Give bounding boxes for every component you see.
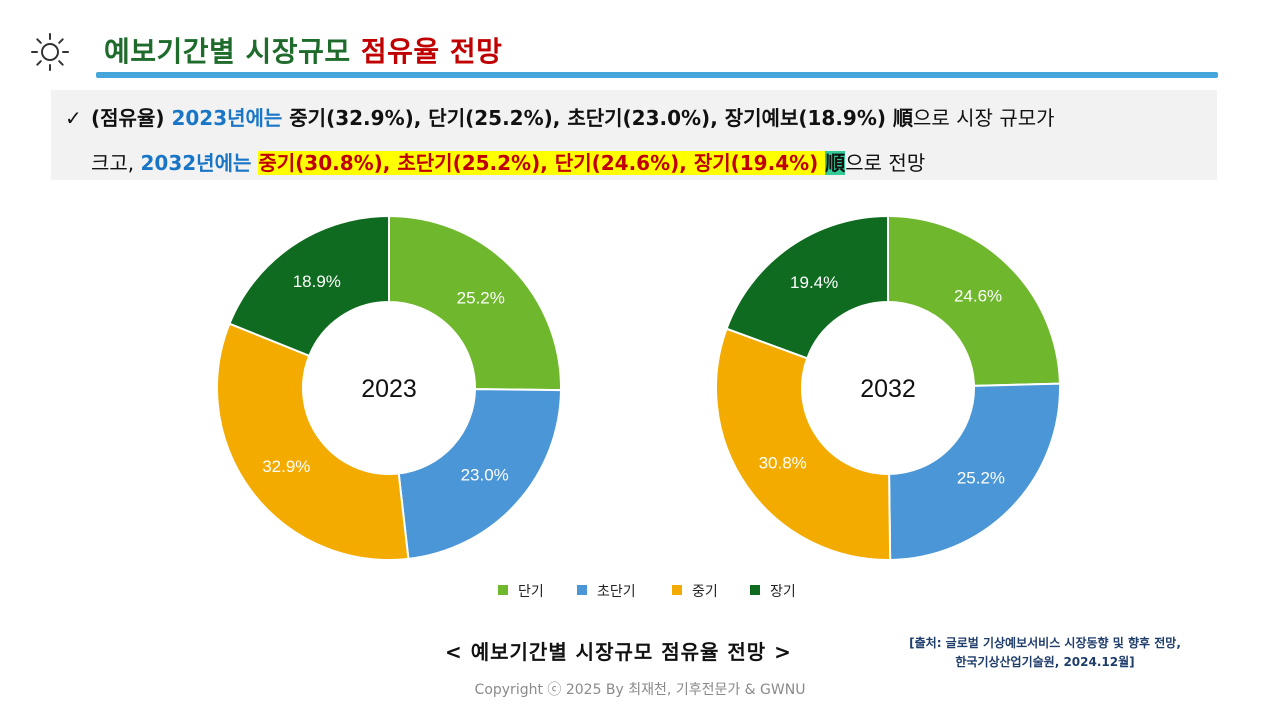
donut-slice-2023-중기 — [216, 322, 410, 561]
copyright: Copyright ⓒ 2025 By 최재천, 기후전문가 & GWNU — [474, 682, 806, 698]
source-line-1: [출처: 글로벌 기상예보서비스 시장동향 및 향후 전망, — [909, 636, 1181, 650]
data-label-2023-장기: 18.9% — [293, 272, 341, 291]
summary-year-2023: 2023년에는 — [171, 106, 290, 130]
summary-year-2032: 2032년에는 — [140, 151, 259, 175]
data-label-2032-초단기: 25.2% — [957, 468, 1005, 487]
legend-swatch-초단기 — [577, 585, 587, 595]
chart-title-2023: 2023 — [361, 375, 417, 403]
legend-swatch-중기 — [672, 585, 682, 595]
summary-order-mark: 順 — [825, 151, 846, 175]
donut-slice-2023-초단기 — [397, 388, 562, 561]
data-label-2032-장기: 19.4% — [790, 273, 838, 292]
summary-box: ✓ (점유율) 2023년에는 중기(32.9%), 단기(25.2%), 초단기… — [51, 90, 1217, 180]
title-accent: 점유율 전망 — [360, 35, 503, 68]
data-label-2023-초단기: 23.0% — [461, 466, 509, 485]
summary-label: (점유율) — [91, 106, 172, 130]
source-citation: [출처: 글로벌 기상예보서비스 시장동향 및 향후 전망, 한국기상산업기술원… — [865, 634, 1225, 672]
sun-icon — [31, 33, 69, 71]
summary-text: 으로 전망 — [845, 151, 926, 175]
check-icon: ✓ — [65, 106, 82, 130]
legend-label-중기: 중기 — [692, 584, 718, 600]
title-main: 예보기간별 시장규모 — [104, 35, 361, 68]
data-label-2032-단기: 24.6% — [954, 287, 1002, 306]
title-underline — [96, 72, 1218, 78]
summary-2023-ranking: 중기(32.9%), 단기(25.2%), 초단기(23.0%), 장기예보(1… — [289, 106, 913, 130]
figure-caption: < 예보기간별 시장규모 점유율 전망 > — [445, 640, 792, 664]
source-line-2: 한국기상산업기술원, 2024.12월] — [955, 655, 1135, 669]
page-title: 예보기간별 시장규모 점유율 전망 — [104, 30, 502, 70]
donut-slice-2023-단기 — [388, 214, 562, 392]
legend-label-단기: 단기 — [518, 584, 544, 600]
data-label-2032-중기: 30.8% — [759, 454, 807, 473]
summary-text: 크고, — [91, 151, 141, 175]
legend-label-장기: 장기 — [770, 584, 796, 600]
donut-slice-2032-단기 — [887, 214, 1061, 387]
chart-title-2032: 2032 — [860, 375, 916, 403]
donut-slice-2032-장기 — [725, 214, 889, 360]
data-label-2023-중기: 32.9% — [262, 457, 310, 476]
summary-text: 으로 시장 규모가 — [913, 106, 1055, 130]
donut-slice-2032-초단기 — [888, 382, 1061, 561]
summary-line-1: ✓ (점유율) 2023년에는 중기(32.9%), 단기(25.2%), 초단기… — [65, 102, 1055, 131]
legend-swatch-장기 — [750, 585, 760, 595]
legend-swatch-단기 — [498, 585, 508, 595]
donut-slice-2023-장기 — [228, 214, 390, 358]
summary-2032-ranking: 중기(30.8%), 초단기(25.2%), 단기(24.6%), 장기(19.… — [258, 151, 826, 175]
legend-label-초단기: 초단기 — [597, 584, 636, 600]
donut-slice-2032-중기 — [715, 327, 892, 561]
summary-line-2: 크고, 2032년에는 중기(30.8%), 초단기(25.2%), 단기(24… — [91, 147, 925, 176]
data-label-2023-단기: 25.2% — [457, 288, 505, 307]
